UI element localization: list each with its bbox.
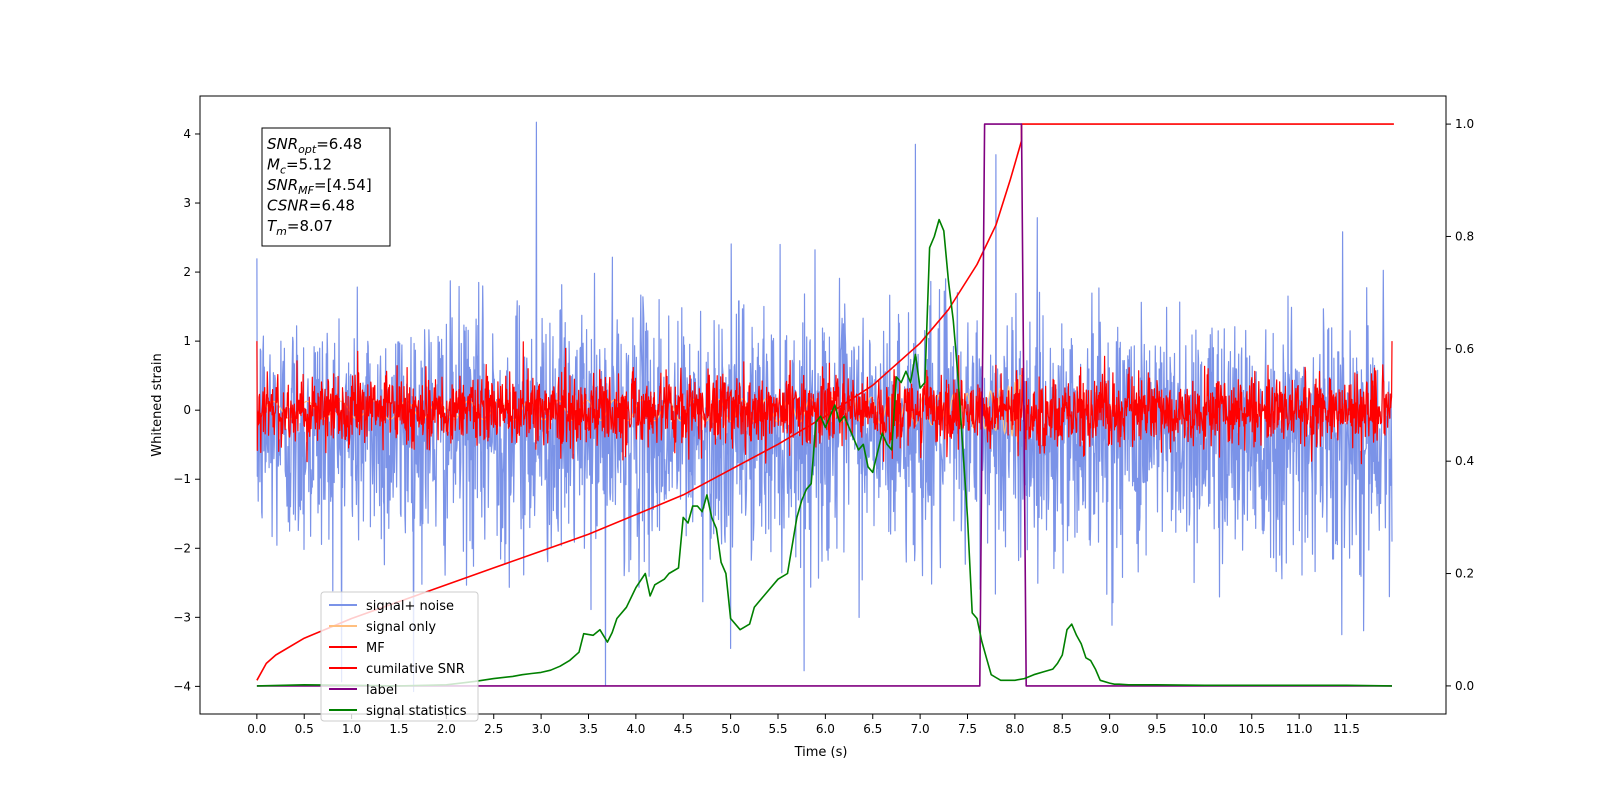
x-axis: 0.0 0.5 1.0 1.5 2.0 2.5 3.0 3.5 4.0 4.5 5.0 5.5 6.0 6… [247,714,1360,736]
y2-tick-label: 1.0 [1455,117,1474,131]
y2-tick-label: 0.4 [1455,454,1474,468]
annotation-line: Tm=8.07 [267,217,333,238]
x-tick-label: 7.5 [958,722,977,736]
series-line [256,218,1393,687]
x-tick-label: 6.5 [863,722,882,736]
x-tick-label: 0.5 [295,722,314,736]
x-tick-label: 2.0 [437,722,456,736]
annotation-line: SNRopt=6.48 [267,135,362,156]
x-tick-label: 8.0 [1005,722,1024,736]
x-tick-label: 2.5 [484,722,503,736]
annotation-line: Mc=5.12 [267,156,332,177]
x-tick-label: 1.5 [389,722,408,736]
x-tick-label: 10.5 [1238,722,1265,736]
y-axis-right: 0.0 0.2 0.4 0.6 0.8 1.0 [1446,117,1474,693]
x-tick-label: 7.0 [911,722,930,736]
x-tick-label: 3.0 [532,722,551,736]
series-line [256,341,1393,465]
x-tick-label: 9.5 [1147,722,1166,736]
legend-frame [320,591,479,722]
x-tick-label: 3.5 [579,722,598,736]
y-tick-label: 3 [183,196,191,210]
legend-label: MF [366,641,385,656]
x-tick-label: 0.0 [247,722,266,736]
x-tick-label: 11.0 [1286,722,1313,736]
x-tick-label: 10.0 [1191,722,1218,736]
plot-frame [199,95,1447,715]
y-tick-label: −3 [173,610,191,624]
x-tick-label: 11.5 [1333,722,1360,736]
y2-tick-label: 0.2 [1455,567,1474,581]
annotation-line: CSNR=6.48 [267,197,355,215]
x-tick-label: 9.0 [1100,722,1119,736]
y-tick-label: 1 [183,334,191,348]
x-tick-label: 6.0 [816,722,835,736]
y-tick-label: 2 [183,265,191,279]
y-tick-label: 0 [183,403,191,417]
legend-label: signal statistics [366,704,467,719]
y-axis-left: −4 −3 −2 −1 0 1 2 3 4 [173,127,200,693]
legend-label: label [366,683,397,698]
legend-label: signal only [366,620,436,635]
y-tick-label: −1 [173,472,191,486]
legend-label: signal+ noise [366,599,454,614]
y-tick-label: −2 [173,541,191,555]
y-axis-label: Whitened strain [150,353,165,456]
x-tick-label: 1.0 [342,722,361,736]
x-tick-label: 4.5 [674,722,693,736]
y-tick-label: −4 [173,679,191,693]
x-tick-label: 5.0 [721,722,740,736]
x-tick-label: 5.5 [768,722,787,736]
x-axis-label: Time (s) [794,745,848,760]
y2-tick-label: 0.6 [1455,342,1474,356]
legend: signal+ noise signal only MF cumilative SNR… [320,591,479,722]
annotation-frame [261,127,391,247]
annotation-line: SNRMF=[4.54] [267,176,372,197]
y-tick-label: 4 [183,127,191,141]
y2-tick-label: 0.0 [1455,679,1474,693]
x-tick-label: 8.5 [1053,722,1072,736]
legend-label: cumilative SNR [366,662,465,677]
y2-tick-label: 0.8 [1455,229,1474,243]
x-tick-label: 4.0 [626,722,645,736]
series-line [256,123,1392,687]
